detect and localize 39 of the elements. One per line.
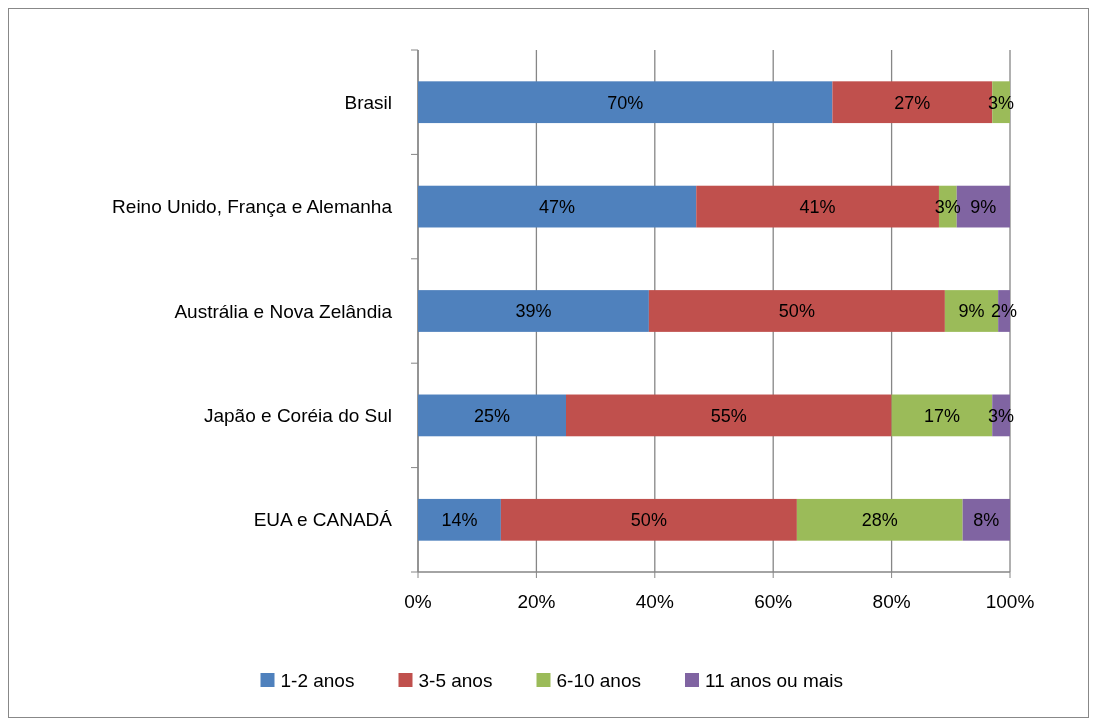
bar [418,81,833,124]
bar [500,498,797,541]
data-label: 27% [894,92,931,113]
y-tick-label: Austrália e Nova Zelândia [174,300,393,322]
bar [796,498,963,541]
x-tick-label: 20% [517,591,556,612]
data-label: 47% [539,196,576,217]
data-label: 28% [861,510,898,531]
x-tick-label: 100% [985,591,1035,612]
data-label: 41% [799,196,836,217]
x-tick-label: 80% [872,591,911,612]
data-label: 14% [441,510,478,531]
y-tick-label: EUA e CANADÁ [253,509,393,531]
legend-label: 11 anos ou mais [705,669,844,691]
bar [566,394,892,437]
x-tick-label: 0% [404,591,432,612]
data-label: 70% [607,92,644,113]
legend-label: 3-5 anos [418,669,493,691]
y-tick-label: Brasil [344,91,392,113]
data-label: 39% [515,301,552,322]
legend-label: 6-10 anos [556,669,642,691]
data-label: 9% [958,301,985,322]
data-label: 17% [923,405,960,426]
data-label: 55% [710,405,747,426]
x-tick-label: 40% [635,591,674,612]
data-label: 8% [973,510,1000,531]
bar [418,185,697,228]
data-label: 25% [473,405,511,426]
y-tick-label: Japão e Coréia do Sul [203,405,392,427]
bar [418,498,501,541]
bar [418,394,566,437]
y-tick-label: Reino Unido, França e Alemanha [112,196,393,218]
data-label: 9% [970,196,997,217]
bar [418,290,649,332]
legend-label: 1-2 anos [280,669,355,691]
x-tick-label: 60% [754,591,793,612]
bar [648,290,945,332]
data-label: 50% [630,510,667,531]
data-label: 50% [778,301,815,322]
